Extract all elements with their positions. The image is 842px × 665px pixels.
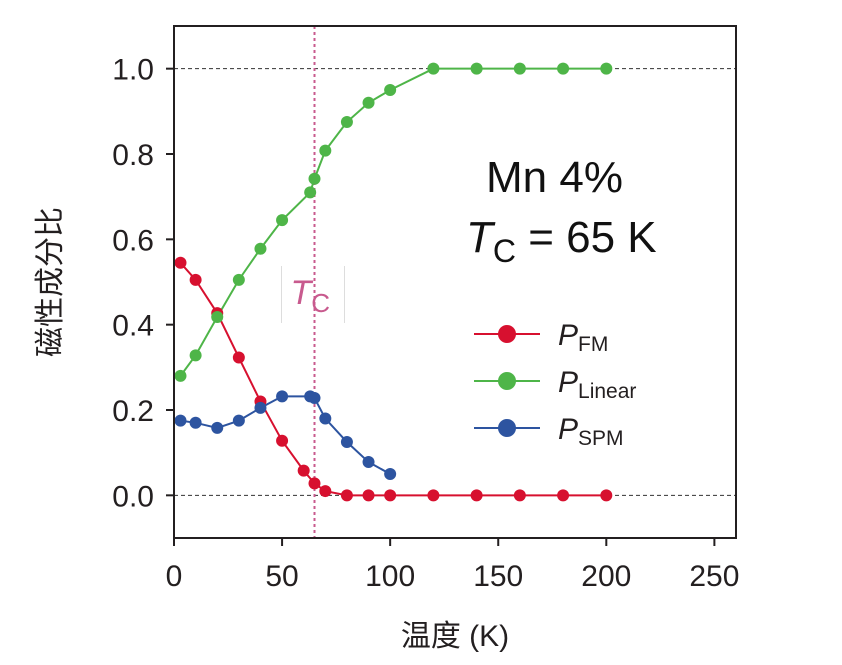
data-point-fm bbox=[513, 489, 526, 502]
data-point-linear bbox=[254, 242, 267, 255]
data-point-fm bbox=[557, 489, 570, 502]
y-tick-label: 0.6 bbox=[112, 224, 154, 257]
annotation: Mn 4% TC = 65 K bbox=[466, 153, 657, 269]
data-point-linear bbox=[427, 62, 440, 75]
annotation-tc-value: = 65 K bbox=[516, 213, 657, 262]
data-point-linear bbox=[304, 186, 317, 199]
data-point-spm bbox=[340, 436, 353, 448]
x-tick-label: 250 bbox=[689, 560, 739, 593]
legend-marker-spm bbox=[498, 419, 516, 437]
annotation-line-2: TC = 65 K bbox=[466, 213, 657, 269]
data-point-fm bbox=[189, 273, 202, 286]
data-point-fm bbox=[308, 477, 321, 490]
data-point-spm bbox=[174, 414, 187, 427]
data-point-linear bbox=[384, 84, 397, 96]
data-point-fm bbox=[276, 434, 289, 447]
data-point-fm bbox=[232, 351, 245, 364]
x-tick-label: 150 bbox=[473, 560, 523, 593]
data-point-linear bbox=[600, 62, 613, 75]
data-point-fm bbox=[362, 489, 375, 502]
data-point-linear bbox=[340, 116, 353, 128]
legend-label-main: P bbox=[558, 319, 578, 352]
annotation-line-1: Mn 4% bbox=[486, 153, 623, 202]
legend-label-main: P bbox=[558, 366, 578, 399]
data-point-fm bbox=[319, 485, 332, 498]
series-points bbox=[174, 62, 613, 502]
data-point-linear bbox=[513, 62, 526, 75]
x-axis-title: 温度 (K) bbox=[401, 620, 509, 653]
x-tick-label: 0 bbox=[166, 560, 183, 593]
data-point-spm bbox=[276, 390, 289, 403]
tc-label: TC bbox=[281, 266, 345, 323]
data-point-spm bbox=[232, 414, 245, 427]
annotation-tc-main: T bbox=[466, 213, 496, 262]
legend-label-sub: Linear bbox=[578, 380, 636, 403]
data-point-spm bbox=[319, 412, 332, 425]
tc-label-main: T bbox=[291, 274, 314, 312]
data-point-linear bbox=[308, 172, 321, 185]
x-tick-label: 50 bbox=[265, 560, 298, 593]
data-point-fm bbox=[297, 464, 310, 477]
x-tick-label: 200 bbox=[581, 560, 631, 593]
y-tick-label: 0.4 bbox=[112, 310, 154, 343]
legend-marker-linear bbox=[498, 372, 516, 390]
data-point-linear bbox=[557, 62, 570, 75]
data-point-linear bbox=[319, 144, 332, 157]
x-axis: 0 50 100 150 200 250 bbox=[166, 538, 739, 593]
data-point-spm bbox=[189, 416, 202, 429]
data-point-fm bbox=[174, 256, 187, 269]
x-tick-label: 100 bbox=[365, 560, 415, 593]
data-point-fm bbox=[470, 489, 483, 502]
legend-label-linear: PLinear bbox=[558, 366, 636, 403]
data-point-spm bbox=[211, 421, 224, 434]
data-point-fm bbox=[427, 489, 440, 502]
data-point-linear bbox=[232, 273, 245, 286]
legend-label-sub: SPM bbox=[578, 427, 624, 450]
data-point-spm bbox=[384, 468, 397, 480]
data-point-linear bbox=[470, 62, 483, 75]
series-line-spm bbox=[180, 395, 391, 475]
annotation-tc-sub: C bbox=[493, 233, 516, 269]
data-point-spm bbox=[362, 456, 375, 469]
data-point-spm bbox=[308, 392, 321, 405]
data-point-linear bbox=[276, 214, 289, 227]
data-point-spm bbox=[254, 401, 267, 414]
y-axis-title: 磁性成分比 bbox=[34, 207, 67, 357]
reference-lines bbox=[174, 68, 736, 496]
data-point-fm bbox=[600, 489, 613, 502]
y-tick-label: 0.2 bbox=[112, 395, 154, 428]
y-tick-label: 1.0 bbox=[112, 54, 154, 87]
tc-label-sub: C bbox=[311, 288, 330, 318]
data-point-fm bbox=[384, 489, 397, 502]
series-line-fm bbox=[179, 262, 607, 497]
data-point-linear bbox=[362, 96, 375, 109]
data-point-fm bbox=[340, 489, 353, 502]
y-tick-label: 0.8 bbox=[112, 139, 154, 172]
legend-label-fm: PFM bbox=[558, 319, 608, 356]
legend-marker-fm bbox=[498, 325, 516, 343]
data-point-linear bbox=[211, 310, 224, 323]
tc-label-text: TC bbox=[291, 274, 331, 318]
data-point-linear bbox=[174, 369, 187, 382]
legend-label-main: P bbox=[558, 413, 578, 446]
y-axis: 0.0 0.2 0.4 0.6 0.8 1.0 bbox=[112, 54, 174, 513]
data-point-linear bbox=[189, 349, 202, 362]
legend-label-sub: FM bbox=[578, 333, 608, 356]
legend-label-spm: PSPM bbox=[558, 413, 624, 450]
y-tick-label: 0.0 bbox=[112, 480, 154, 513]
plot-frame bbox=[173, 25, 737, 539]
